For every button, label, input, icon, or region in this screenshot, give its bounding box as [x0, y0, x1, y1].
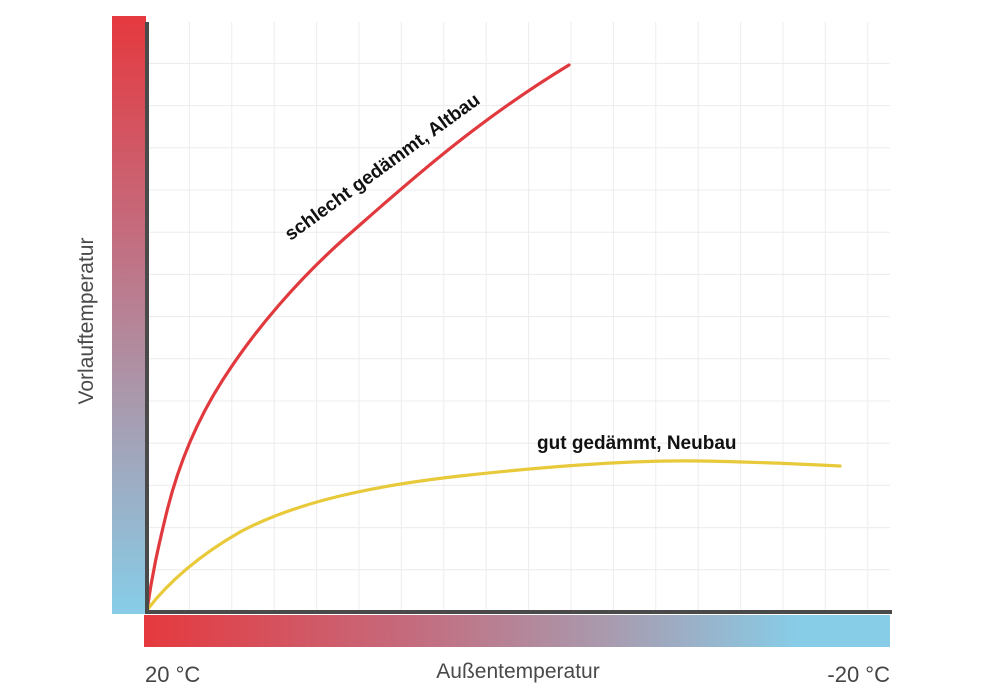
curve-label-well-insulated: gut gedämmt, Neubau [537, 433, 737, 454]
y-axis-temperature-gradient-bar [112, 16, 146, 614]
x-tick-label-warm: 20 °C [145, 662, 201, 687]
x-axis-label: Außentemperatur [436, 660, 600, 683]
curve-badly-insulated-old-building [145, 63, 571, 612]
curve-well-insulated-new-building [145, 459, 842, 612]
x-tick-label-cold: -20 °C [827, 662, 890, 687]
x-axis-temperature-gradient-bar [144, 615, 890, 647]
grid-lines [149, 22, 890, 610]
y-axis-label: Vorlauftemperatur [75, 237, 98, 405]
